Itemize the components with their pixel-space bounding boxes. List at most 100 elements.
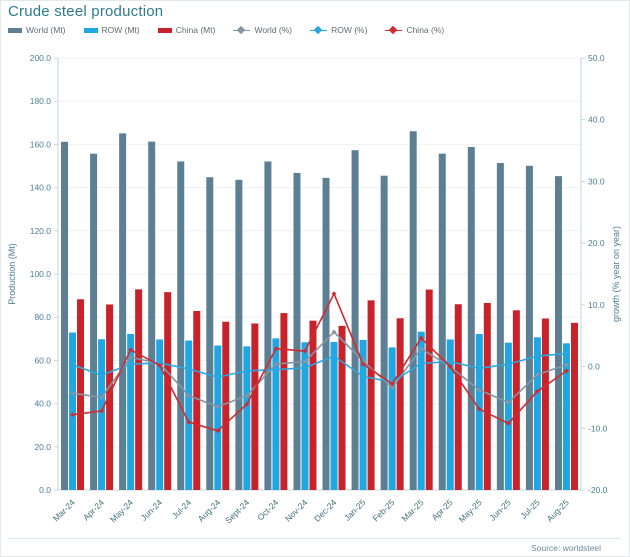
bar-row-mt-jul-25	[533, 337, 541, 490]
marker-row-sept-24	[244, 368, 250, 374]
bar-world-mt-mar-24	[61, 141, 69, 491]
bar-row-mt-aug-24	[214, 345, 222, 490]
bar-china-mt-aug-24	[222, 321, 230, 490]
marker-world-dec-24	[331, 329, 337, 335]
x-axis-label-apr-25: Apr-25	[430, 497, 455, 522]
right-axis-title: growth (% year on year)	[611, 226, 621, 322]
bar-row-mt-may-25	[475, 334, 483, 490]
marker-row-aug-24	[215, 374, 221, 380]
legend-item-row[interactable]: ROW (%)	[310, 25, 367, 35]
bar-world-mt-jul-25	[525, 165, 533, 490]
bar-row-mt-jun-24	[156, 339, 164, 490]
bar-world-mt-dec-24	[322, 177, 330, 490]
bar-world-mt-jan-25	[351, 150, 359, 490]
bar-world-mt-aug-25	[554, 176, 562, 491]
right-axis-tick-label: -10.0	[588, 423, 608, 433]
marker-row-apr-25	[447, 359, 453, 365]
x-axis-label-jul-25: Jul-25	[518, 497, 542, 521]
legend-bar-swatch-icon	[83, 27, 98, 33]
left-axis-tick-label: 60.0	[34, 355, 51, 365]
x-axis-label-mar-24: Mar-24	[51, 497, 77, 523]
marker-world-mar-24	[70, 390, 75, 396]
right-axis-tick-label: -20.0	[588, 485, 608, 495]
right-axis-tick-label: 0.0	[588, 362, 600, 372]
x-axis-label-sept-24: Sept-24	[223, 497, 251, 525]
bar-row-mt-nov-24	[301, 342, 309, 490]
legend-item-label: China (%)	[406, 25, 445, 35]
marker-china-jan-25	[360, 361, 366, 367]
bar-china-mt-apr-25	[454, 304, 462, 490]
legend-item-world-mt[interactable]: World (Mt)	[8, 25, 66, 35]
bar-china-mt-jul-24	[193, 310, 201, 490]
bar-china-mt-jun-25	[512, 310, 520, 490]
bar-row-mt-jun-25	[504, 342, 512, 490]
bar-row-mt-may-24	[127, 334, 135, 490]
bar-row-mt-jan-25	[359, 339, 367, 490]
bar-row-mt-sept-24	[243, 346, 251, 490]
source-attribution: Source: worldsteel	[531, 543, 601, 553]
chart-legend: World (Mt) ROW (Mt) China (Mt) World (%) ROW…	[8, 25, 444, 35]
bar-world-mt-jun-24	[148, 141, 156, 491]
bar-china-mt-dec-24	[338, 325, 346, 490]
marker-china-apr-24	[99, 408, 104, 414]
bar-world-mt-jul-24	[177, 161, 185, 491]
legend-item-label: World (%)	[254, 25, 293, 35]
marker-world-may-25	[476, 387, 482, 393]
marker-world-sept-24	[244, 393, 250, 398]
left-axis-tick-label: 40.0	[34, 399, 51, 409]
chart-title: Crude steel production	[8, 3, 164, 20]
left-axis-tick-label: 200.0	[30, 53, 52, 63]
bar-china-mt-may-25	[483, 302, 491, 490]
marker-world-aug-24	[215, 404, 221, 410]
x-axis-label-may-25: May-25	[457, 497, 484, 524]
marker-china-jun-24	[157, 362, 163, 368]
bar-china-mt-mar-25	[425, 289, 433, 490]
bar-world-mt-may-25	[467, 146, 475, 490]
marker-row-jan-25	[360, 374, 366, 379]
legend-item-world[interactable]: World (%)	[233, 25, 292, 35]
legend-item-china-mt[interactable]: China (Mt)	[157, 25, 215, 35]
left-axis-tick-label: 80.0	[34, 312, 51, 322]
legend-item-row-mt[interactable]: ROW (Mt)	[83, 25, 140, 35]
bar-row-mt-aug-25	[562, 343, 570, 490]
x-axis-label-jan-25: Jan-25	[342, 497, 368, 523]
right-axis-tick-label: 10.0	[588, 300, 605, 310]
marker-china-jun-25	[505, 420, 511, 426]
right-axis-tick-label: 20.0	[588, 238, 605, 248]
bar-row-mt-dec-24	[330, 342, 338, 490]
x-axis-label-nov-24: Nov-24	[283, 497, 310, 524]
bar-china-mt-jul-25	[541, 318, 549, 490]
marker-china-jul-25	[535, 388, 540, 394]
x-axis-label-mar-25: Mar-25	[399, 497, 425, 523]
marker-world-jul-25	[535, 372, 540, 377]
legend-item-china[interactable]: China (%)	[385, 25, 444, 35]
marker-row-may-24	[128, 361, 134, 367]
bar-world-mt-feb-25	[380, 175, 388, 490]
x-axis-label-jul-24: Jul-24	[170, 497, 194, 521]
marker-row-jun-25	[505, 361, 511, 367]
marker-china-may-25	[476, 406, 482, 412]
bar-world-mt-sept-24	[235, 179, 243, 490]
marker-row-mar-24	[70, 362, 75, 368]
bar-world-mt-jun-25	[496, 162, 504, 490]
line-world	[72, 331, 567, 408]
x-axis-label-jun-24: Jun-24	[139, 497, 165, 523]
bar-china-mt-jan-25	[367, 300, 375, 490]
legend-line-marker-icon	[233, 25, 251, 35]
marker-world-aug-25	[564, 362, 569, 368]
x-axis-label-dec-24: Dec-24	[312, 497, 339, 524]
x-axis-label-aug-25: Aug-25	[544, 497, 571, 524]
x-axis-label-aug-24: Aug-24	[196, 497, 223, 524]
marker-row-mar-25	[418, 361, 424, 366]
x-axis-label-jun-25: Jun-25	[487, 497, 513, 523]
bar-china-mt-feb-25	[396, 318, 404, 490]
bar-china-mt-sept-24	[251, 323, 259, 490]
left-axis-tick-label: 160.0	[30, 139, 52, 149]
marker-world-apr-24	[99, 395, 104, 400]
marker-china-aug-25	[564, 368, 569, 374]
bar-world-mt-aug-24	[206, 177, 214, 490]
marker-row-jul-24	[186, 366, 192, 372]
marker-world-may-24	[128, 354, 134, 360]
